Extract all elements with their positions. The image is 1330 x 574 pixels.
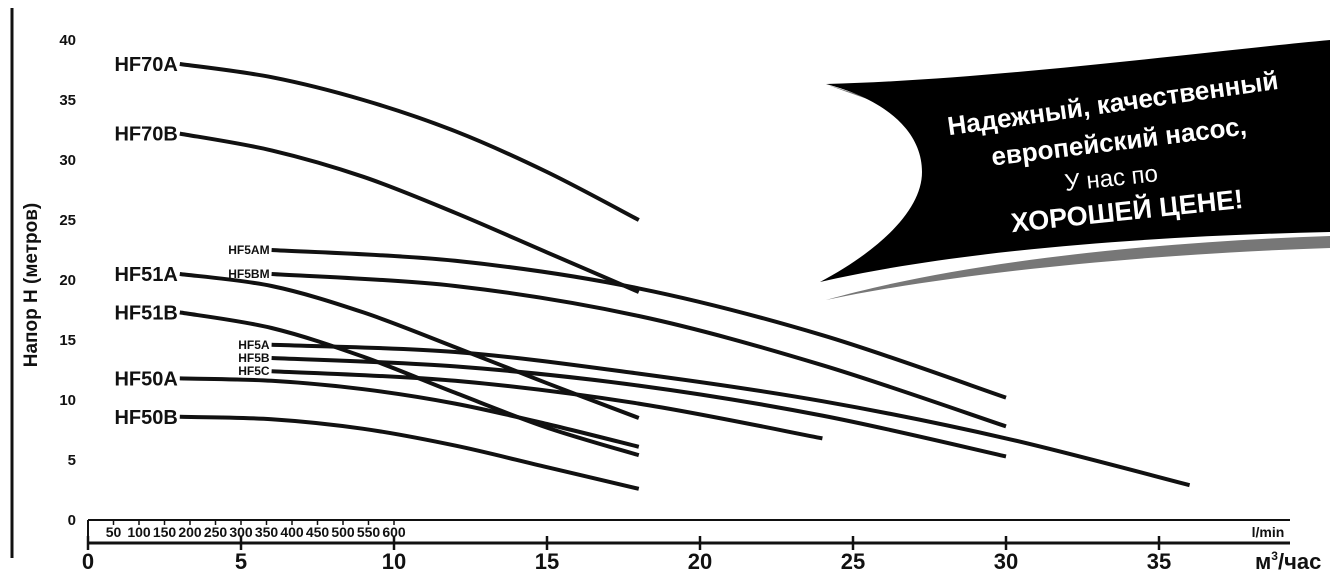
curve-hf50a	[179, 376, 640, 449]
banner-shadow-bottom	[826, 236, 1330, 300]
x-secondary-tick-label: 350	[255, 524, 279, 540]
curve-label-hf70a: HF70A	[114, 54, 177, 76]
y-tick-label: 35	[59, 92, 76, 109]
curve-label-hf51b: HF51B	[114, 302, 177, 324]
x-primary-tick-label: 5	[235, 549, 247, 574]
x-primary-tick-label: 0	[82, 549, 94, 574]
curve-label-hf5b: HF5B	[238, 351, 270, 365]
x-primary-tick-label: 10	[382, 549, 406, 574]
y-tick-label: 10	[59, 392, 76, 409]
y-tick-label: 0	[68, 512, 76, 529]
x-secondary-tick-label: 450	[306, 524, 330, 540]
curve-label-hf5a: HF5A	[238, 338, 270, 352]
x-primary-tick-label: 25	[841, 549, 865, 574]
x-secondary-tick-label: 300	[229, 524, 253, 540]
curve-label-hf5am: HF5AM	[228, 243, 269, 257]
curve-label-hf51a: HF51A	[114, 264, 177, 286]
y-tick-label: 5	[68, 452, 76, 469]
curve-hf50b	[179, 414, 640, 491]
x-secondary-tick-label: 550	[357, 524, 381, 540]
curve-hf5bm	[271, 272, 1007, 429]
curve-hf70b	[179, 131, 640, 294]
y-tick-label: 15	[59, 332, 76, 349]
curve-hf5am	[271, 248, 1007, 400]
y-tick-label: 20	[59, 272, 76, 289]
curve-hf70a	[179, 62, 640, 222]
x-secondary-tick-label: 400	[280, 524, 304, 540]
curve-hf5b	[271, 356, 1007, 459]
curve-labels-group: HF70AHF70BHF5AMHF5BMHF51AHF51BHF5AHF5BHF…	[114, 54, 269, 429]
curve-label-hf50a: HF50A	[114, 368, 177, 390]
y-tick-label: 25	[59, 212, 76, 229]
x-primary-tick-label: 15	[535, 549, 559, 574]
x-secondary-tick-label: 600	[382, 524, 406, 540]
x-secondary-tick-label: 200	[178, 524, 202, 540]
curve-hf51b	[179, 310, 640, 458]
curves-group	[179, 62, 1191, 491]
x-primary-tick-label: 30	[994, 549, 1018, 574]
x-secondary-tick-label: 500	[331, 524, 355, 540]
x-secondary-tick-label: 100	[127, 524, 151, 540]
x-primary-tick-label: 20	[688, 549, 712, 574]
curve-hf5c	[271, 369, 823, 441]
curve-label-hf50b: HF50B	[114, 407, 177, 429]
x-secondary-tick-label: 150	[153, 524, 177, 540]
curve-label-hf70b: HF70B	[114, 124, 177, 146]
curve-label-hf5bm: HF5BM	[228, 267, 269, 281]
x-secondary-unit-label: l/min	[1252, 524, 1285, 540]
promo-banner: Надежный, качественный европейский насос…	[820, 40, 1330, 300]
y-axis-label: Напор Н (метров)	[21, 203, 42, 367]
x-secondary-tick-label: 50	[106, 524, 122, 540]
x-primary-tick-label: 35	[1147, 549, 1171, 574]
y-tick-label: 30	[59, 152, 76, 169]
curve-hf5a	[271, 342, 1191, 488]
curve-hf51a	[179, 272, 640, 420]
x-secondary-tick-label: 250	[204, 524, 228, 540]
y-tick-label: 40	[59, 32, 76, 49]
banner-flag	[820, 40, 1330, 282]
curve-label-hf5c: HF5C	[238, 364, 270, 378]
x-primary-unit-label: м3/час	[1255, 549, 1321, 574]
